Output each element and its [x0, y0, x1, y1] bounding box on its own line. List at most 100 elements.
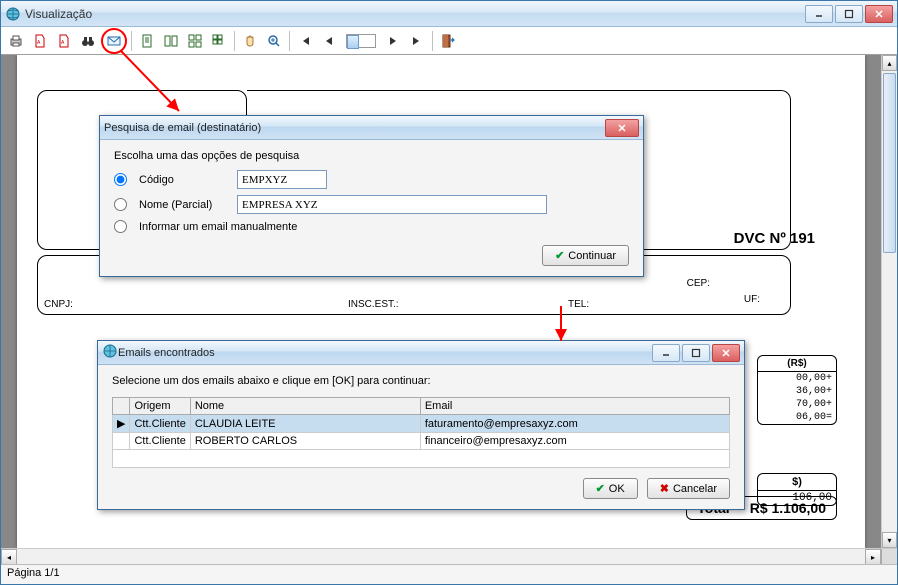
close-button[interactable]	[865, 5, 893, 23]
cell-nome: CLAUDIA LEITE	[190, 415, 420, 433]
ok-label: OK	[609, 483, 625, 495]
page-indicator: Página 1/1	[7, 567, 60, 579]
continue-button[interactable]: ✔ Continuar	[542, 245, 629, 266]
dialog-close-button[interactable]	[712, 344, 740, 362]
nome-input[interactable]	[237, 195, 547, 214]
radio-manual-label[interactable]: Informar um email manualmente	[139, 221, 297, 233]
maximize-button[interactable]	[835, 5, 863, 23]
statusbar: Página 1/1	[1, 564, 897, 584]
window-controls	[805, 5, 893, 23]
nav-last-button[interactable]	[406, 30, 428, 52]
cross-icon: ✖	[660, 482, 669, 495]
separator	[234, 31, 235, 51]
print-icon[interactable]	[5, 30, 27, 52]
price-cell: 06,00=	[758, 411, 836, 424]
continue-label: Continuar	[568, 250, 616, 262]
instruction-text: Selecione um dos emails abaixo e clique …	[112, 375, 730, 387]
page-slider[interactable]	[346, 34, 376, 48]
table-row[interactable]: Ctt.Cliente ROBERTO CARLOS financeiro@em…	[113, 433, 730, 450]
radio-manual-row: Informar um email manualmente	[114, 220, 629, 233]
grid4-icon[interactable]	[208, 30, 230, 52]
hand-icon[interactable]	[239, 30, 261, 52]
uf-label: UF:	[744, 294, 760, 305]
radio-nome-row: Nome (Parcial)	[114, 195, 629, 214]
vertical-scrollbar[interactable]: ▴ ▾	[881, 55, 897, 548]
dialog-body: Selecione um dos emails abaixo e clique …	[98, 365, 744, 509]
radio-nome-label[interactable]: Nome (Parcial)	[139, 199, 229, 211]
cancel-label: Cancelar	[673, 483, 717, 495]
price-cell: 00,00+	[758, 372, 836, 385]
dialog-window-controls	[652, 344, 740, 362]
dialog-title: Pesquisa de email (destinatário)	[104, 122, 605, 134]
codigo-input[interactable]	[237, 170, 327, 189]
pdf2-icon[interactable]: A	[53, 30, 75, 52]
zoom-icon[interactable]	[263, 30, 285, 52]
col-email[interactable]: Email	[420, 398, 729, 415]
dialog-titlebar: Emails encontrados	[98, 341, 744, 365]
dialog-titlebar: Pesquisa de email (destinatário)	[100, 116, 643, 140]
instruction-text: Escolha uma das opções de pesquisa	[114, 150, 629, 162]
window-title: Visualização	[25, 7, 805, 21]
dvc-number: DVC Nº 191	[734, 230, 815, 247]
scroll-down-icon[interactable]: ▾	[882, 532, 897, 548]
radio-codigo[interactable]	[114, 173, 127, 186]
col-nome[interactable]: Nome	[190, 398, 420, 415]
main-window: Visualização A A	[0, 0, 898, 585]
nav-first-button[interactable]	[294, 30, 316, 52]
minimize-button[interactable]	[805, 5, 833, 23]
dialog-body: Escolha uma das opções de pesquisa Códig…	[100, 140, 643, 276]
scroll-up-icon[interactable]: ▴	[882, 55, 897, 71]
radio-manual[interactable]	[114, 220, 127, 233]
cell-email: faturamento@empresaxyz.com	[420, 415, 729, 433]
binoculars-icon[interactable]	[77, 30, 99, 52]
nav-prev-button[interactable]	[318, 30, 340, 52]
cell-origem: Ctt.Cliente	[130, 415, 190, 433]
price-column: (R$) 00,00+ 36,00+ 70,00+ 06,00=	[757, 355, 837, 425]
email-icon[interactable]	[103, 30, 125, 52]
price-cell: 70,00+	[758, 398, 836, 411]
globe-icon	[5, 6, 21, 22]
email-search-dialog: Pesquisa de email (destinatário) Escolha…	[99, 115, 644, 277]
check-icon: ✔	[555, 249, 564, 262]
row-pointer	[113, 433, 130, 450]
scroll-right-icon[interactable]: ▸	[865, 549, 881, 565]
page-single-icon[interactable]	[136, 30, 158, 52]
cancel-button[interactable]: ✖ Cancelar	[647, 478, 730, 499]
dialog-footer: ✔ OK ✖ Cancelar	[112, 478, 730, 499]
check-icon: ✔	[596, 482, 605, 495]
radio-nome[interactable]	[114, 198, 127, 211]
pointer-col	[113, 398, 130, 415]
table-row[interactable]: ▶ Ctt.Cliente CLAUDIA LEITE faturamento@…	[113, 415, 730, 433]
cell-origem: Ctt.Cliente	[130, 433, 190, 450]
horizontal-scrollbar[interactable]: ◂ ▸	[1, 548, 897, 564]
insc-label: INSC.EST.:	[348, 299, 399, 310]
grid-icon[interactable]	[184, 30, 206, 52]
scroll-left-icon[interactable]: ◂	[1, 549, 17, 565]
ok-button[interactable]: ✔ OK	[583, 478, 638, 499]
separator	[289, 31, 290, 51]
price-cell: 36,00+	[758, 385, 836, 398]
radio-codigo-label[interactable]: Código	[139, 174, 229, 186]
cell-email: financeiro@empresaxyz.com	[420, 433, 729, 450]
emails-found-dialog: Emails encontrados Selecione um dos emai…	[97, 340, 745, 510]
table-header-row: Origem Nome Email	[113, 398, 730, 415]
toolbar: A A	[1, 27, 897, 55]
page-dual-icon[interactable]	[160, 30, 182, 52]
dialog-maximize-button[interactable]	[682, 344, 710, 362]
pdf-icon[interactable]: A	[29, 30, 51, 52]
radio-codigo-row: Código	[114, 170, 629, 189]
table-row-empty	[113, 450, 730, 468]
total-value: R$ 1.106,00	[750, 500, 826, 516]
cell-nome: ROBERTO CARLOS	[190, 433, 420, 450]
exit-icon[interactable]	[437, 30, 459, 52]
row-pointer-icon: ▶	[113, 415, 130, 433]
dialog-close-button[interactable]	[605, 119, 639, 137]
subtotal-header: $)	[758, 474, 836, 491]
col-origem[interactable]: Origem	[130, 398, 190, 415]
separator	[432, 31, 433, 51]
main-titlebar: Visualização	[1, 1, 897, 27]
dialog-minimize-button[interactable]	[652, 344, 680, 362]
tel-label: TEL:	[568, 299, 589, 310]
scroll-thumb[interactable]	[883, 73, 896, 253]
nav-next-button[interactable]	[382, 30, 404, 52]
